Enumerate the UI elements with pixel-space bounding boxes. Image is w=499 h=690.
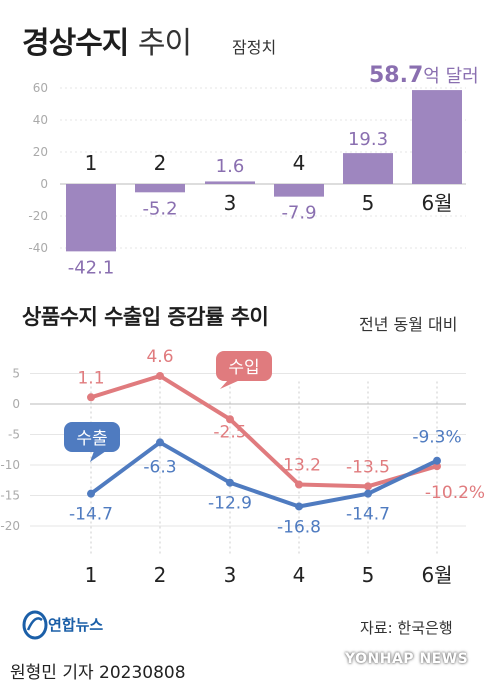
bar bbox=[274, 184, 324, 197]
y-tick-label: -40 bbox=[28, 241, 48, 255]
watermark: YONHAP NEWS bbox=[345, 651, 469, 667]
series-tag-pointer bbox=[90, 451, 106, 462]
data-label: -2.5 bbox=[213, 422, 246, 442]
data-label: -16.8 bbox=[277, 517, 321, 537]
y-tick-label: 0 bbox=[12, 397, 20, 411]
bar bbox=[205, 181, 255, 184]
x-category-label: 1 bbox=[85, 563, 98, 587]
x-category-label: 3 bbox=[224, 191, 237, 215]
x-category-label: 2 bbox=[154, 151, 167, 175]
x-category-label: 6월 bbox=[421, 191, 452, 215]
bar-value-label: 1.6 bbox=[216, 156, 245, 177]
data-point bbox=[295, 502, 303, 511]
yonhap-logo-icon bbox=[22, 610, 48, 640]
y-tick-label: 20 bbox=[33, 145, 48, 159]
bar bbox=[343, 153, 393, 184]
series-tag bbox=[216, 351, 272, 381]
y-tick-label: 40 bbox=[33, 113, 48, 127]
series-tag bbox=[64, 422, 120, 452]
source-note: 자료: 한국은행 bbox=[360, 619, 453, 637]
data-label: -14.7 bbox=[346, 505, 390, 525]
bar bbox=[412, 90, 462, 184]
trade-chart-note: 전년 동월 대비 bbox=[359, 315, 458, 334]
data-point bbox=[87, 489, 95, 498]
data-label: -9.3% bbox=[412, 428, 461, 448]
data-point bbox=[433, 462, 441, 471]
data-label: 4.6 bbox=[146, 347, 173, 367]
data-point bbox=[156, 371, 164, 380]
series-line bbox=[90, 373, 438, 489]
data-point bbox=[295, 480, 303, 489]
bar-value-label: -5.2 bbox=[142, 198, 177, 219]
data-point bbox=[364, 489, 372, 498]
data-point bbox=[156, 438, 164, 447]
series-name-label: 수입 bbox=[228, 358, 259, 378]
data-label: -6.3 bbox=[143, 457, 176, 477]
chart-title: 경상수지 추이 bbox=[22, 26, 192, 61]
y-tick-label: 0 bbox=[40, 177, 48, 191]
x-category-label: 6월 bbox=[421, 563, 452, 587]
data-label: 1.1 bbox=[77, 368, 104, 388]
data-point bbox=[87, 393, 95, 402]
series-tag-pointer bbox=[220, 380, 240, 389]
y-tick-label: -10 bbox=[0, 458, 20, 472]
logo-text: 연합뉴스 bbox=[48, 616, 104, 634]
bar-value-label: 58.7억 달러 bbox=[369, 63, 479, 88]
data-point bbox=[226, 478, 234, 487]
data-point bbox=[364, 482, 372, 491]
bar-value-label: 19.3 bbox=[348, 129, 388, 150]
x-category-label: 4 bbox=[293, 563, 306, 587]
y-tick-label: 5 bbox=[12, 367, 20, 381]
byline: 원형민 기자 20230808 bbox=[10, 663, 186, 683]
bar-value-label: -7.9 bbox=[281, 203, 316, 224]
bar-value-label: -42.1 bbox=[68, 257, 115, 278]
series-line bbox=[89, 440, 438, 509]
chart-note: 잠정치 bbox=[232, 38, 277, 57]
y-tick-label: -20 bbox=[28, 209, 48, 223]
data-label: -13.2 bbox=[277, 456, 321, 476]
data-label: -14.7 bbox=[69, 505, 113, 525]
bar bbox=[66, 184, 116, 252]
trade-chart-title: 상품수지 수출입 증감률 추이 bbox=[22, 305, 269, 329]
data-label: -12.9 bbox=[208, 494, 252, 514]
y-tick-label: -5 bbox=[8, 428, 20, 442]
trade-growth-line-chart: 5 0 -5 -10 -15 -20 1 2 3 4 5 6월 1.1 4.6 -2.5 -13.2 -13.5… bbox=[0, 347, 485, 587]
series-name-label: 수출 bbox=[76, 429, 107, 449]
x-category-label: 1 bbox=[85, 151, 98, 175]
y-tick-label: 60 bbox=[33, 81, 48, 95]
bar bbox=[135, 184, 185, 193]
x-category-label: 3 bbox=[224, 563, 237, 587]
x-category-label: 5 bbox=[362, 563, 375, 587]
footer-band bbox=[0, 648, 499, 690]
data-label: -10.2% bbox=[425, 483, 485, 503]
data-point bbox=[226, 415, 234, 424]
data-label: -13.5 bbox=[346, 457, 390, 477]
y-tick-label: -20 bbox=[0, 519, 20, 533]
x-category-label: 4 bbox=[293, 151, 306, 175]
x-category-label: 5 bbox=[362, 191, 375, 215]
x-category-label: 2 bbox=[154, 563, 167, 587]
current-account-bar-chart: 60 40 20 0 -20 -40 1 -42.1 2 -5.2 3 1.6 4 -7.9 5 19.3 6월… bbox=[28, 63, 479, 278]
data-point bbox=[433, 456, 441, 465]
y-tick-label: -15 bbox=[0, 489, 20, 503]
